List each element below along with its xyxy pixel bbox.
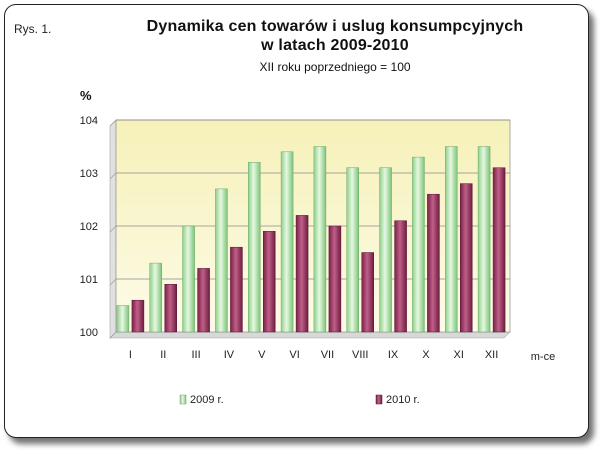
bar-2009-r--X	[412, 156, 425, 333]
bar-2009-r--VIII	[346, 167, 359, 333]
chart-title-line1: Dynamika cen towarów i uslug konsumpcyjn…	[146, 18, 524, 35]
legend-swatch	[375, 394, 383, 405]
gridline-side	[109, 278, 117, 286]
bar-2009-r--XII	[477, 146, 491, 333]
bar-2010-r--III	[197, 268, 210, 333]
bar-2010-r--X	[427, 193, 440, 333]
y-tick-label: 104	[80, 115, 98, 127]
gridline-side	[109, 172, 117, 180]
figure-label: Rys. 1.	[14, 22, 52, 36]
bar-2010-r--V	[263, 231, 276, 333]
legend-label: 2010 r.	[386, 394, 420, 406]
bar-2009-r--XI	[445, 146, 458, 333]
y-tick-label: 101	[80, 274, 98, 286]
x-tick-label: VII	[321, 349, 334, 361]
bar-2010-r--XII	[492, 167, 506, 333]
bar-2010-r--IV	[230, 246, 243, 333]
bar-2010-r--VII	[328, 225, 342, 333]
x-axis-label: m-ce	[531, 351, 555, 363]
bar-2010-r--I	[131, 299, 145, 333]
x-tick-label: IV	[224, 349, 235, 361]
gridline-side	[109, 119, 117, 127]
bar-2009-r--II	[149, 262, 162, 333]
x-tick-label: II	[160, 349, 166, 361]
chart-subtitle: XII roku poprzedniego = 100	[259, 60, 411, 74]
bar-2009-r--IV	[215, 188, 228, 333]
x-tick-label: X	[422, 349, 430, 361]
bar-2009-r--III	[182, 225, 195, 333]
bar-2010-r--VIII	[361, 252, 374, 333]
x-tick-label: III	[191, 349, 200, 361]
x-tick-label: XI	[454, 349, 464, 361]
bar-2010-r--XI	[460, 183, 473, 333]
y-tick-label: 100	[80, 327, 98, 339]
x-tick-label: VI	[289, 349, 299, 361]
bar-2009-r--I	[116, 305, 130, 333]
x-tick-label: IX	[388, 349, 399, 361]
bar-2009-r--VII	[313, 146, 327, 333]
x-tick-label: I	[129, 349, 132, 361]
chart-title-line2: w latach 2009-2010	[261, 37, 409, 54]
gridline-side	[109, 331, 117, 339]
x-tick-label: V	[258, 349, 266, 361]
bar-2010-r--IX	[394, 220, 407, 333]
bar-2009-r--IX	[379, 167, 392, 333]
bar-2010-r--II	[164, 284, 177, 333]
legend-label: 2009 r.	[190, 394, 224, 406]
y-tick-label: 102	[80, 221, 98, 233]
y-axis-label: %	[80, 88, 92, 103]
bar-2010-r--VI	[295, 215, 309, 333]
bar-2009-r--VI	[280, 151, 294, 333]
legend-swatch	[179, 394, 187, 405]
plot-floor	[109, 331, 511, 339]
x-tick-label: VIII	[352, 349, 369, 361]
y-tick-label: 103	[80, 168, 98, 180]
x-tick-label: XII	[485, 349, 498, 361]
bar-2009-r--V	[248, 162, 261, 333]
gridline-side	[109, 225, 117, 233]
